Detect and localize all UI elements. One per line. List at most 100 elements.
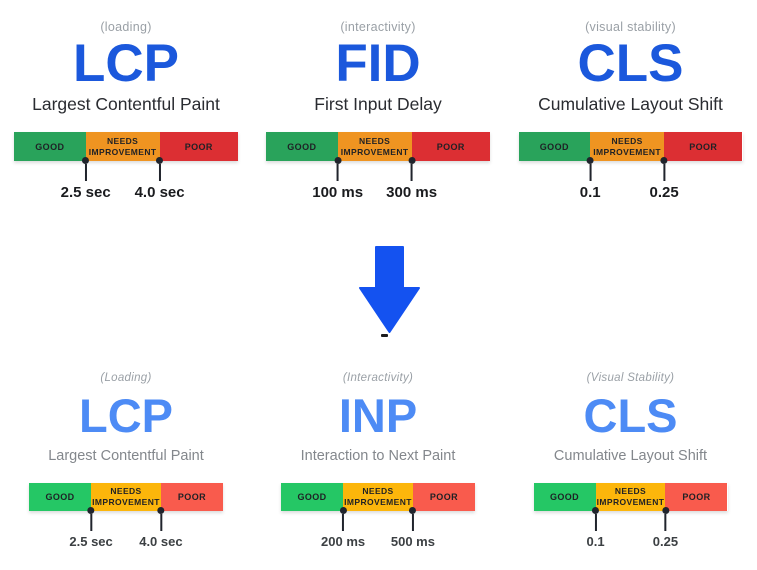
marker-dot — [660, 157, 668, 165]
marker-line — [410, 164, 413, 182]
segment-needs-improvement: NEEDS IMPROVEMENT — [337, 132, 412, 162]
segment-poor: POOR — [665, 482, 728, 511]
threshold-value-2: 0.25 — [649, 184, 679, 202]
threshold-marker-2: 500 ms — [391, 506, 435, 549]
metric-category-label: (visual stability) — [585, 20, 676, 34]
marker-line — [594, 513, 597, 531]
threshold-scale-bar: GOOD NEEDS IMPROVEMENT POOR 2.5 sec 4.0 … — [14, 132, 238, 201]
segment-good-label: GOOD — [287, 141, 317, 152]
metric-card-lcp-new: (Loading) LCP Largest Contentful Paint G… — [0, 362, 252, 549]
threshold-value-2: 4.0 sec — [139, 533, 183, 549]
metric-card-fid-old: (interactivity) FID First Input Delay GO… — [252, 12, 504, 201]
segment-needs-label: NEEDS IMPROVEMENT — [88, 135, 157, 157]
segment-good-label: GOOD — [297, 491, 327, 502]
metric-acronym: CLS — [583, 389, 678, 442]
metric-card-cls-old: (visual stability) CLS Cumulative Layout… — [504, 12, 757, 201]
marker-line — [158, 164, 161, 182]
segment-poor: POOR — [664, 132, 743, 162]
marker-line — [84, 164, 87, 182]
segment-poor-label: POOR — [429, 491, 458, 502]
metric-category-label: (interactivity) — [340, 20, 416, 34]
marker-dot — [592, 506, 600, 514]
metric-acronym: LCP — [73, 34, 179, 93]
marker-dot — [408, 157, 416, 165]
threshold-scale-bar: GOOD NEEDS IMPROVEMENT POOR 2.5 sec 4.0 … — [29, 482, 223, 549]
segment-good: GOOD — [266, 132, 338, 162]
marker-dot — [334, 157, 342, 165]
segment-needs-label: NEEDS IMPROVEMENT — [596, 485, 665, 507]
metric-card-inp-new: (Interactivity) INP Interaction to Next … — [252, 362, 504, 549]
segment-poor: POOR — [412, 482, 475, 511]
segment-needs-improvement: NEEDS IMPROVEMENT — [85, 132, 160, 162]
segment-good-label: GOOD — [549, 491, 580, 502]
metric-acronym: CLS — [577, 34, 684, 93]
metric-full-name: Largest Contentful Paint — [48, 447, 204, 464]
threshold-scale-bar: GOOD NEEDS IMPROVEMENT POOR 200 ms 500 m… — [281, 482, 475, 549]
down-arrow-icon — [358, 246, 421, 334]
segment-needs-improvement: NEEDS IMPROVEMENT — [91, 482, 161, 511]
segment-good-label: GOOD — [45, 491, 75, 502]
threshold-value-2: 300 ms — [386, 184, 438, 202]
metric-category-label: (Visual Stability) — [586, 372, 675, 384]
threshold-scale-bar: GOOD NEEDS IMPROVEMENT POOR 0.1 0.25 — [533, 482, 728, 549]
segment-needs-improvement: NEEDS IMPROVEMENT — [595, 482, 666, 511]
threshold-value-1: 100 ms — [312, 184, 364, 202]
segment-poor: POOR — [159, 132, 238, 162]
threshold-marker-2: 300 ms — [386, 157, 438, 202]
segment-needs-label: NEEDS IMPROVEMENT — [344, 485, 412, 507]
metric-full-name: First Input Delay — [314, 94, 442, 115]
marker-dot — [87, 506, 95, 514]
segment-good: GOOD — [518, 132, 591, 162]
marker-line — [589, 164, 592, 182]
threshold-marker-2: 0.25 — [652, 506, 679, 549]
marker-line — [90, 513, 93, 531]
new-metrics-row: (Loading) LCP Largest Contentful Paint G… — [0, 362, 757, 549]
threshold-marker-1: 2.5 sec — [69, 506, 113, 549]
threshold-marker-2: 4.0 sec — [139, 506, 183, 549]
old-metrics-row: (loading) LCP Largest Contentful Paint G… — [0, 12, 757, 201]
segment-needs-improvement: NEEDS IMPROVEMENT — [343, 482, 413, 511]
marker-line — [663, 164, 666, 182]
metric-full-name: Cumulative Layout Shift — [553, 447, 708, 464]
threshold-value-1: 200 ms — [321, 533, 366, 549]
segment-good-label: GOOD — [35, 141, 65, 152]
threshold-value-1: 2.5 sec — [60, 184, 111, 202]
threshold-marker-1: 200 ms — [321, 506, 366, 549]
segment-poor: POOR — [160, 482, 223, 511]
marker-dot — [661, 506, 669, 514]
segment-poor-label: POOR — [184, 141, 213, 152]
metric-card-lcp-old: (loading) LCP Largest Contentful Paint G… — [0, 12, 252, 201]
segment-needs-label: NEEDS IMPROVEMENT — [593, 135, 661, 157]
marker-dot — [156, 157, 164, 165]
segment-needs-label: NEEDS IMPROVEMENT — [92, 485, 160, 507]
metric-full-name: Largest Contentful Paint — [32, 94, 220, 115]
marker-dot — [82, 157, 90, 165]
threshold-value-2: 4.0 sec — [134, 184, 185, 202]
threshold-value-1: 0.1 — [586, 533, 605, 549]
marker-dot — [157, 506, 165, 514]
segment-poor-label: POOR — [177, 491, 206, 502]
marker-line — [159, 513, 162, 531]
metric-acronym: FID — [335, 34, 421, 93]
threshold-marker-2: 0.25 — [649, 157, 679, 202]
metric-card-cls-new: (Visual Stability) CLS Cumulative Layout… — [504, 362, 757, 549]
metric-acronym: LCP — [79, 389, 173, 442]
marker-line — [342, 513, 345, 531]
marker-line — [411, 513, 414, 531]
segment-poor: POOR — [411, 132, 490, 162]
segment-poor-label: POOR — [682, 491, 711, 502]
segment-good: GOOD — [29, 482, 92, 511]
threshold-value-1: 2.5 sec — [69, 533, 113, 549]
metric-full-name: Cumulative Layout Shift — [538, 94, 723, 115]
threshold-marker-1: 0.1 — [580, 157, 601, 201]
metric-category-label: (Interactivity) — [342, 372, 414, 384]
metric-acronym: INP — [338, 389, 418, 442]
small-dash-mark — [381, 334, 388, 337]
threshold-value-2: 0.25 — [652, 533, 679, 549]
marker-dot — [339, 506, 347, 514]
metric-category-label: (Loading) — [100, 372, 152, 384]
metric-category-label: (loading) — [100, 20, 152, 34]
marker-dot — [409, 506, 417, 514]
segment-needs-improvement: NEEDS IMPROVEMENT — [590, 132, 665, 162]
